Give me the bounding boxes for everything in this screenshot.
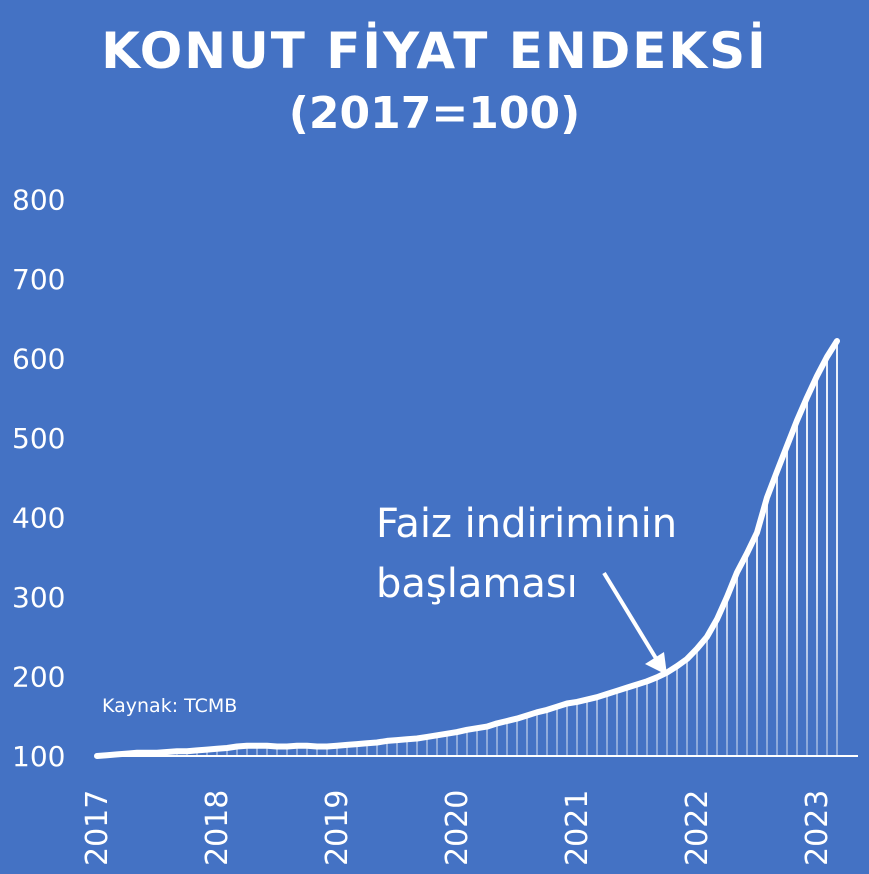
annotation-arrow-head — [645, 652, 667, 675]
y-tick-label: 200 — [12, 661, 65, 694]
annotation-arrow-line — [602, 571, 659, 662]
chart-title: KONUT FİYAT ENDEKSİ — [101, 22, 768, 80]
y-tick-label: 600 — [12, 343, 65, 376]
y-tick-label: 500 — [12, 422, 65, 455]
x-tick-label: 2020 — [440, 790, 475, 866]
chart-subtitle: (2017=100) — [288, 88, 581, 139]
y-tick-label: 400 — [12, 502, 65, 535]
x-tick-label: 2022 — [680, 790, 715, 866]
x-tick-label: 2017 — [80, 790, 115, 866]
source-note: Kaynak: TCMB — [102, 695, 237, 717]
x-tick-label: 2023 — [800, 790, 835, 866]
x-tick-label: 2021 — [560, 790, 595, 866]
annotation-line-2: başlaması — [376, 561, 578, 607]
x-tick-label: 2019 — [320, 790, 355, 866]
series-line — [94, 338, 840, 759]
annotation-line-1: Faiz indiriminin — [376, 501, 677, 547]
x-tick-label: 2018 — [200, 790, 235, 866]
y-tick-label: 700 — [12, 263, 65, 296]
y-tick-label: 300 — [12, 581, 65, 614]
y-tick-label: 100 — [12, 740, 65, 773]
y-tick-label: 800 — [12, 184, 65, 217]
